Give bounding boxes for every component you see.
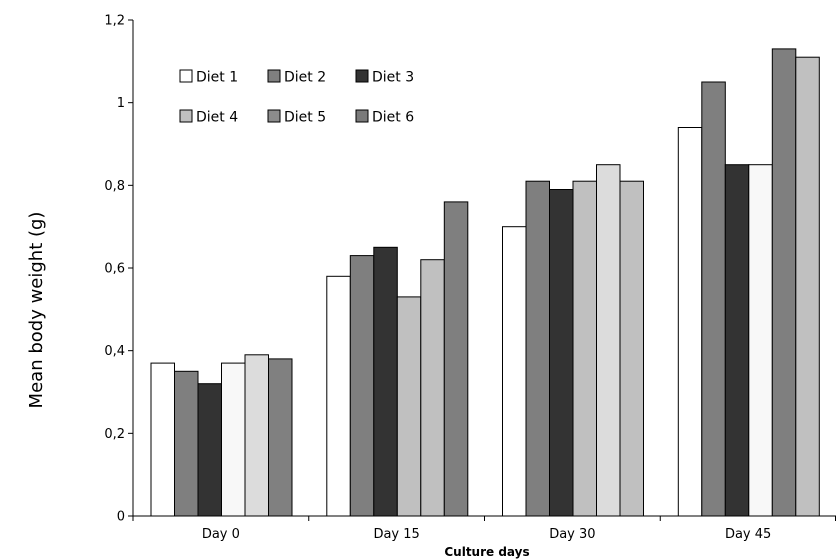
legend-swatch xyxy=(267,109,281,123)
bar-diet-4-day-0 xyxy=(221,362,246,517)
bar-diet-1-day-45 xyxy=(677,127,703,517)
bar-diet-6-day-0 xyxy=(268,358,293,517)
bar-diet-2-day-15 xyxy=(349,255,375,517)
legend-label: Diet 5 xyxy=(284,110,326,126)
bar-diet-6-day-30 xyxy=(619,180,644,517)
x-tick-label: Day 45 xyxy=(725,527,771,542)
bar-diet-3-day-45 xyxy=(724,164,750,517)
bar-diet-5-day-15 xyxy=(420,259,445,517)
legend-swatch xyxy=(355,69,369,83)
bar-diet-1-day-30 xyxy=(502,226,527,517)
bars-layer xyxy=(150,48,820,517)
legend-swatch xyxy=(179,109,193,123)
legend-label: Diet 6 xyxy=(372,110,414,126)
bar-diet-3-day-15 xyxy=(373,246,398,517)
legend-swatch xyxy=(179,69,193,83)
legend-label: Diet 1 xyxy=(196,70,238,86)
bar-diet-4-day-30 xyxy=(572,180,597,517)
bar-diet-1-day-0 xyxy=(150,362,175,517)
bar-diet-2-day-45 xyxy=(701,81,726,517)
y-tick-label: 1,2 xyxy=(104,14,125,29)
bar-diet-5-day-30 xyxy=(596,164,621,517)
y-tick-label: 0,2 xyxy=(104,427,125,442)
legend-swatch xyxy=(355,109,369,123)
legend: Diet 1 Diet 2 Diet 3 Diet 4 Diet 5 Diet 6 xyxy=(179,69,414,126)
y-tick-label: 0 xyxy=(117,510,125,525)
y-tick-label: 1 xyxy=(117,96,125,111)
bar-diet-2-day-30 xyxy=(525,180,550,517)
x-tick-label: Day 30 xyxy=(549,527,595,542)
y-tick-label: 0,6 xyxy=(104,262,125,277)
legend-label: Diet 3 xyxy=(372,70,414,86)
y-axis-title: Mean body weight (g) xyxy=(26,212,47,409)
bar-diet-5-day-45 xyxy=(771,48,797,517)
legend-label: Diet 4 xyxy=(196,110,238,126)
x-axis-title: Culture days xyxy=(444,545,529,559)
legend-swatch xyxy=(267,69,281,83)
bar-diet-6-day-15 xyxy=(443,201,469,517)
bar-diet-5-day-0 xyxy=(244,354,269,517)
legend-label: Diet 2 xyxy=(284,70,326,86)
bar-diet-1-day-15 xyxy=(326,275,351,517)
bar-diet-4-day-45 xyxy=(748,164,773,517)
bar-diet-3-day-30 xyxy=(549,189,574,517)
x-tick-label: Day 15 xyxy=(373,527,419,542)
x-tick-label: Day 0 xyxy=(202,527,240,542)
y-tick-label: 0,8 xyxy=(104,179,125,194)
bar-diet-4-day-15 xyxy=(396,296,422,517)
bar-diet-6-day-45 xyxy=(795,56,820,517)
bar-diet-3-day-0 xyxy=(197,383,222,517)
bar-diet-2-day-0 xyxy=(174,370,199,517)
y-tick-label: 0,4 xyxy=(104,344,125,359)
